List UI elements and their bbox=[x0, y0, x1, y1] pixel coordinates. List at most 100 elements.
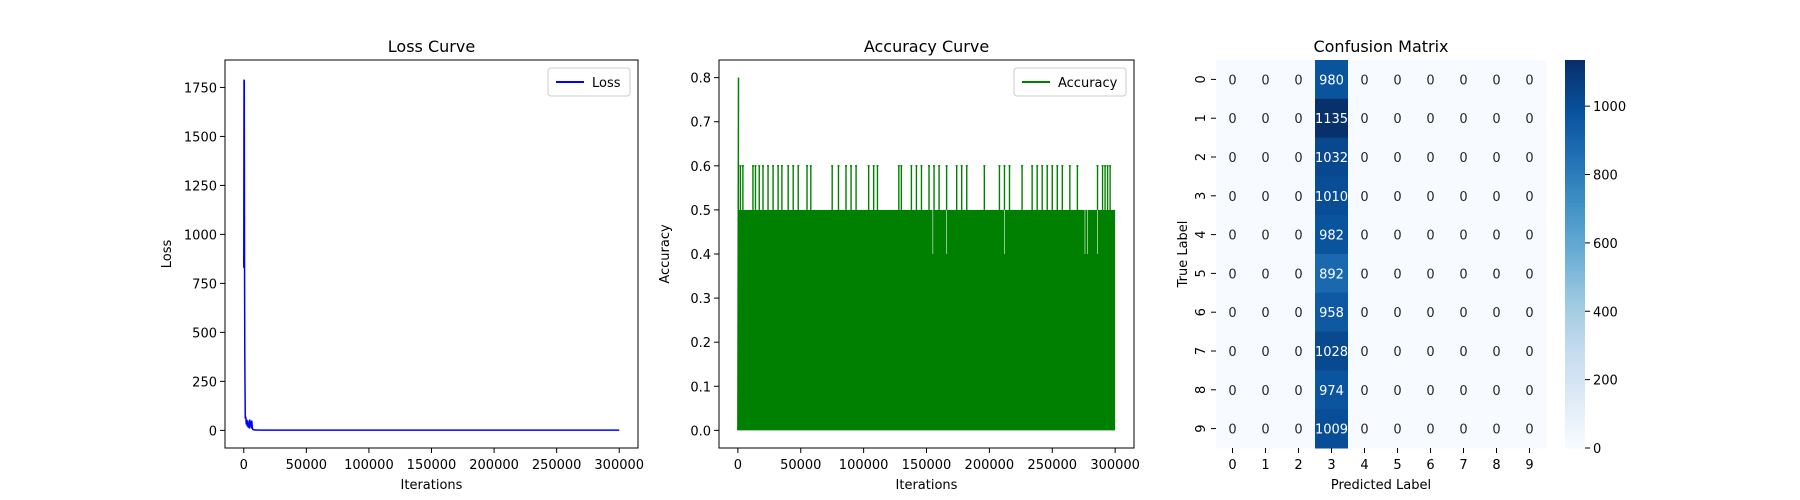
x-tick-label: 4 bbox=[1360, 458, 1368, 473]
colorbar-segment bbox=[1565, 318, 1585, 323]
heatmap-cell bbox=[1282, 292, 1316, 333]
colorbar-segment bbox=[1565, 418, 1585, 423]
colorbar-segment bbox=[1565, 399, 1585, 404]
y-tick-label: 0.6 bbox=[690, 160, 711, 175]
heatmap-cell bbox=[1381, 60, 1415, 100]
colorbar-segment bbox=[1565, 124, 1585, 129]
colorbar-segment bbox=[1565, 441, 1585, 446]
colorbar-segment bbox=[1565, 321, 1585, 326]
heatmap-cell bbox=[1315, 254, 1349, 294]
heatmap-cell bbox=[1315, 60, 1349, 100]
heatmap-cell bbox=[1348, 331, 1382, 371]
cell-value: 0 bbox=[1459, 345, 1467, 360]
colorbar-segment bbox=[1565, 370, 1585, 375]
heatmap-cell bbox=[1447, 292, 1481, 333]
heatmap-cell bbox=[1447, 370, 1481, 410]
cell-value: 0 bbox=[1294, 112, 1302, 127]
heatmap-cell bbox=[1282, 98, 1316, 139]
cell-value: 0 bbox=[1261, 384, 1269, 399]
heatmap-cell bbox=[1414, 254, 1448, 294]
cell-value: 0 bbox=[1294, 73, 1302, 88]
colorbar-segment bbox=[1565, 376, 1585, 381]
cell-value: 0 bbox=[1426, 190, 1434, 205]
cell-value: 1032 bbox=[1315, 151, 1348, 166]
heatmap-cell bbox=[1249, 98, 1283, 139]
colorbar-segment bbox=[1565, 338, 1585, 342]
colorbar-segment bbox=[1565, 315, 1585, 320]
y-tick-label: 8 bbox=[1194, 386, 1209, 394]
heatmap-cell bbox=[1381, 409, 1415, 449]
x-tick-label: 250000 bbox=[1027, 458, 1077, 473]
colorbar-segment bbox=[1565, 254, 1585, 258]
heatmap-cell bbox=[1447, 98, 1481, 139]
heatmap-cell bbox=[1414, 137, 1448, 177]
cell-value: 0 bbox=[1261, 190, 1269, 205]
colorbar-segment bbox=[1565, 444, 1585, 449]
colorbar-segment bbox=[1565, 218, 1585, 223]
colorbar-segment bbox=[1565, 266, 1585, 271]
colorbar-segment bbox=[1565, 279, 1585, 284]
x-tick-label: 6 bbox=[1426, 458, 1434, 473]
colorbar-segment bbox=[1565, 260, 1585, 265]
y-tick-label: 500 bbox=[192, 326, 217, 341]
colorbar-segment bbox=[1565, 114, 1585, 119]
colorbar-segment bbox=[1565, 292, 1585, 297]
heatmap-cell bbox=[1348, 98, 1382, 139]
x-tick-label: 9 bbox=[1525, 458, 1533, 473]
x-axis-label: Iterations bbox=[401, 478, 463, 493]
heatmap-cell bbox=[1249, 254, 1283, 294]
heatmap-cell bbox=[1348, 292, 1382, 333]
cell-value: 0 bbox=[1228, 151, 1236, 166]
y-tick-label: 9 bbox=[1194, 424, 1209, 432]
colorbar-segment bbox=[1565, 147, 1585, 152]
heatmap-cell bbox=[1315, 176, 1349, 216]
x-tick-label: 5 bbox=[1393, 458, 1401, 473]
cell-value: 0 bbox=[1294, 229, 1302, 244]
colorbar-segment bbox=[1565, 367, 1585, 371]
cell-value: 982 bbox=[1319, 229, 1344, 244]
heatmap-cell bbox=[1348, 254, 1382, 294]
colorbar-segment bbox=[1565, 299, 1585, 304]
cell-value: 0 bbox=[1261, 423, 1269, 438]
cell-value: 0 bbox=[1360, 423, 1368, 438]
cell-value: 0 bbox=[1525, 345, 1533, 360]
colorbar-segment bbox=[1565, 431, 1585, 436]
x-tick-label: 0 bbox=[734, 458, 742, 473]
y-tick-label: 1500 bbox=[184, 130, 217, 145]
y-tick-label: 0 bbox=[1194, 75, 1209, 83]
heatmap-cell bbox=[1381, 98, 1415, 139]
x-tick-label: 150000 bbox=[407, 458, 457, 473]
accuracy-band bbox=[737, 209, 1116, 431]
heatmap-cell bbox=[1381, 370, 1415, 410]
heatmap-cell bbox=[1480, 292, 1514, 333]
colorbar-segment bbox=[1565, 341, 1585, 346]
y-tick-label: 750 bbox=[192, 277, 217, 292]
colorbar-segment bbox=[1565, 241, 1585, 245]
legend: Accuracy bbox=[1013, 67, 1127, 97]
cell-value: 0 bbox=[1492, 229, 1500, 244]
colorbar-segment bbox=[1565, 289, 1585, 294]
colorbar-segment bbox=[1565, 111, 1585, 116]
colorbar-segment bbox=[1565, 76, 1585, 80]
colorbar-segment bbox=[1565, 425, 1585, 430]
colorbar-segment bbox=[1565, 354, 1585, 359]
colorbar-tick-label: 200 bbox=[1593, 374, 1618, 389]
x-tick-label: 8 bbox=[1492, 458, 1500, 473]
colorbar-segment bbox=[1565, 98, 1585, 103]
colorbar-segment bbox=[1565, 66, 1585, 71]
cell-value: 0 bbox=[1294, 151, 1302, 166]
heatmap-cell bbox=[1414, 409, 1448, 449]
colorbar-segment bbox=[1565, 383, 1585, 388]
colorbar-segment bbox=[1565, 60, 1585, 64]
heatmap-cell bbox=[1216, 409, 1250, 449]
colorbar-segment bbox=[1565, 211, 1585, 216]
colorbar-tick-label: 1000 bbox=[1593, 100, 1626, 115]
y-tick-label: 250 bbox=[192, 375, 217, 390]
heatmap-cell bbox=[1216, 176, 1250, 216]
x-tick-label: 150000 bbox=[902, 458, 952, 473]
heatmap-cell bbox=[1513, 292, 1547, 333]
cell-value: 0 bbox=[1525, 423, 1533, 438]
cell-value: 0 bbox=[1393, 306, 1401, 321]
heatmap-cell bbox=[1513, 370, 1547, 410]
cell-value: 0 bbox=[1261, 112, 1269, 127]
